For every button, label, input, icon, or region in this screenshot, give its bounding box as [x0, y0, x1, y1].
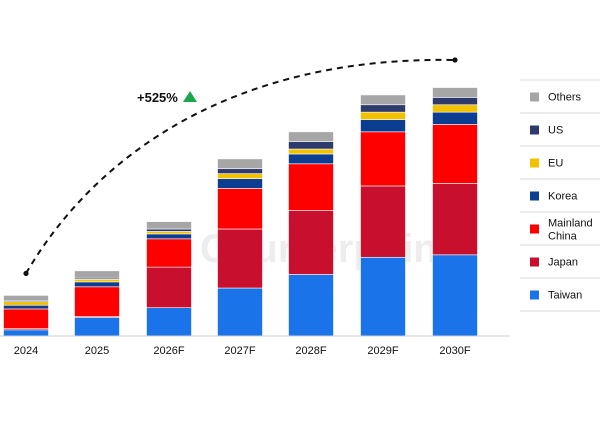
bar-segment-taiwan-2027f [217, 287, 263, 337]
bar-segment-eu-2027f [217, 173, 263, 179]
bar-segment-mainland-china-2025 [74, 286, 120, 317]
legend-label-japan: Japan [548, 257, 578, 269]
legend-label-mainland-china: Mainland China [548, 218, 593, 243]
bar-segment-korea-2024 [3, 304, 49, 310]
bar-segment-others-2026f [146, 221, 192, 230]
bar-segment-korea-2025 [74, 281, 120, 288]
growth-dashed-arc [25, 58, 456, 274]
x-tick-label-2024: 2024 [14, 345, 38, 357]
legend-swatch-mainland-china [530, 224, 539, 234]
bar-stacks [3, 87, 478, 337]
bar-segment-eu-2025 [74, 279, 120, 283]
legend-label-korea: Korea [548, 191, 578, 203]
bar-segment-taiwan-2025 [74, 317, 120, 337]
bar-segment-mainland-china-2027f [217, 188, 263, 230]
bar-segment-others-2027f [217, 158, 263, 170]
x-tick-label-2027f: 2027F [224, 345, 255, 357]
bar-segment-us-2030f [432, 97, 478, 106]
bar-segment-us-2029f [360, 104, 406, 113]
legend-label-us: US [548, 125, 563, 137]
legend: Others US EU Korea Mainland China Japan Taiwan [520, 79, 600, 312]
bar-segment-korea-2028f [288, 153, 334, 165]
bar-segment-others-2024 [3, 295, 49, 301]
legend-label-taiwan: Taiwan [548, 290, 582, 302]
bar-segment-japan-2030f [432, 183, 478, 256]
bar-segment-korea-2026f [146, 233, 192, 240]
legend-swatch-taiwan [530, 290, 539, 300]
bar-segment-eu-2030f [432, 104, 478, 113]
legend-label-others: Others [548, 92, 582, 104]
growth-label: +525% [137, 90, 178, 105]
bar-segment-korea-2029f [360, 119, 406, 133]
x-tick-label-2026f: 2026F [153, 345, 184, 357]
bar-segment-mainland-china-2030f [432, 124, 478, 184]
bar-segment-japan-2027f [217, 228, 263, 289]
bar-segment-japan-2028f [288, 210, 334, 275]
legend-label-eu: EU [548, 158, 563, 170]
growth-annotation: +525% [23, 57, 458, 277]
bar-segment-taiwan-2028f [288, 274, 334, 337]
bar-segment-others-2030f [432, 87, 478, 98]
bar-segment-mainland-china-2029f [360, 131, 406, 187]
x-tick-label-2029f: 2029F [367, 345, 398, 357]
bar-segment-mainland-china-2028f [288, 163, 334, 211]
bar-segment-us-2026f [146, 228, 192, 232]
bar-segment-eu-2026f [146, 231, 192, 235]
bar-segment-eu-2029f [360, 111, 406, 120]
bar-segment-mainland-china-2024 [3, 308, 49, 329]
bar-segment-us-2028f [288, 141, 334, 150]
arc-end-dot [452, 57, 458, 63]
bar-segment-taiwan-2024 [3, 329, 49, 337]
x-tick-label-2025: 2025 [85, 345, 109, 357]
bar-segment-others-2029f [360, 94, 406, 106]
bar-segment-korea-2030f [432, 111, 478, 125]
legend-swatch-eu [530, 158, 539, 168]
bar-segment-others-2028f [288, 131, 334, 142]
bar-segment-taiwan-2026f [146, 307, 192, 337]
bar-segment-eu-2024 [3, 301, 49, 306]
bar-segment-us-2027f [217, 168, 263, 174]
legend-swatch-others [530, 92, 539, 102]
legend-swatch-japan [530, 257, 539, 267]
bar-segment-taiwan-2029f [360, 256, 406, 337]
bar-segment-japan-2029f [360, 185, 406, 258]
legend-swatch-us [530, 125, 539, 135]
bar-segment-taiwan-2030f [432, 254, 478, 337]
up-triangle-icon [183, 91, 197, 102]
x-tick-label-2030f: 2030F [439, 345, 470, 357]
x-tick-label-2028f: 2028F [295, 345, 326, 357]
x-axis-labels: 2024 2025 2026F 2027F 2028F 2029F 2030F [14, 345, 471, 357]
legend-swatch-korea [530, 191, 539, 201]
bar-segment-japan-2026f [146, 266, 192, 309]
bar-segment-eu-2028f [288, 148, 334, 155]
bar-segment-mainland-china-2026f [146, 238, 192, 268]
bar-segment-korea-2027f [217, 178, 263, 189]
arc-start-dot [23, 270, 29, 277]
bar-segment-others-2025 [74, 270, 120, 279]
